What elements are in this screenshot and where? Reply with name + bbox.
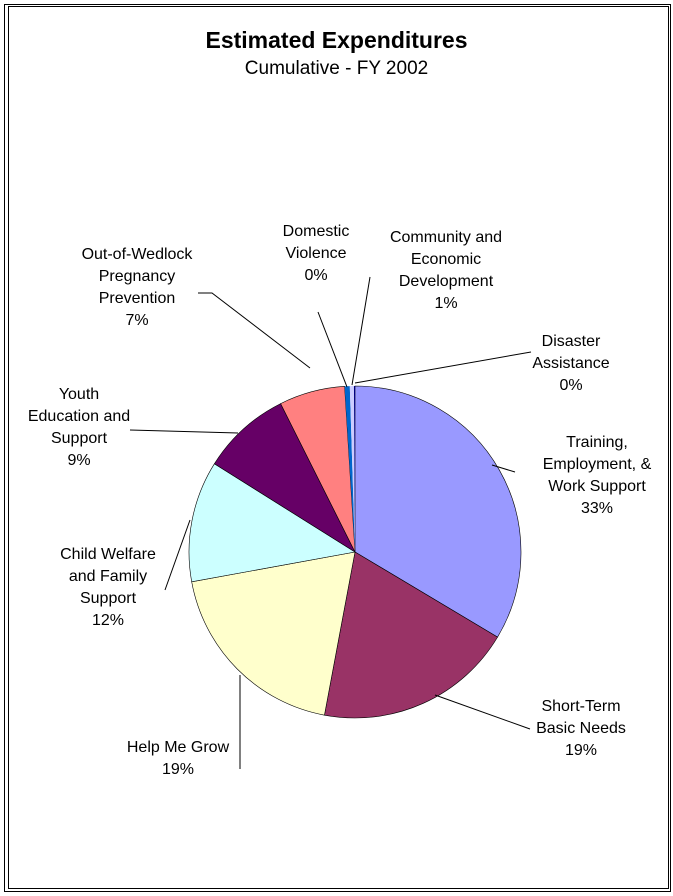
chart-inner-border [8, 6, 669, 889]
slice-category-label: Help Me Grow [127, 739, 230, 756]
slice-category-label: Development [399, 273, 494, 290]
slice-category-label: Short-Term [541, 698, 620, 715]
slice-category-label: Community and [390, 229, 502, 246]
slice-category-label: Domestic [283, 223, 350, 240]
pie-slice [191, 551, 356, 716]
slice-category-label: and Family [69, 568, 147, 585]
slice-category-label: Employment, & [543, 456, 652, 473]
slice-category-label: Support [80, 590, 137, 607]
slice-percent-label: 9% [67, 452, 90, 469]
slice-category-label: Education and [28, 408, 130, 425]
slice-category-label: Work Support [548, 478, 646, 495]
leader-line [164, 519, 191, 591]
pie-slice [353, 386, 355, 552]
chart-subtitle: Cumulative - FY 2002 [244, 58, 429, 79]
slice-category-label: Assistance [532, 355, 609, 372]
slice-category-label: Youth [59, 386, 99, 403]
leader-line [317, 311, 348, 388]
pie-slice [188, 463, 356, 583]
slice-category-label: Prevention [99, 290, 176, 307]
slice-percent-label: 7% [125, 312, 148, 329]
slice-percent-label: 1% [434, 295, 457, 312]
slice-percent-label: 33% [581, 500, 613, 517]
pie-slice [213, 403, 356, 553]
slice-percent-label: 12% [92, 612, 124, 629]
leader-line [491, 464, 516, 473]
slice-percent-label: 19% [162, 761, 194, 778]
slice-category-label: Economic [411, 251, 481, 268]
pie-slice [324, 551, 498, 719]
leader-line [434, 694, 531, 730]
slice-category-label: Basic Needs [536, 720, 626, 737]
slice-category-label: Support [51, 430, 108, 447]
slice-category-label: Child Welfare [60, 546, 156, 563]
chart-title: Estimated Expenditures [205, 27, 468, 53]
pie-slice [349, 386, 355, 552]
leader-line [351, 276, 371, 386]
slice-category-label: Training, [566, 434, 628, 451]
pie-slice [354, 385, 522, 638]
slice-percent-label: 0% [559, 377, 582, 394]
leader-line [129, 429, 239, 434]
chart-outer-border [4, 4, 671, 892]
slice-percent-label: 0% [304, 267, 327, 284]
slice-category-label: Out-of-Wedlock [82, 246, 194, 263]
pie-slice [280, 386, 356, 553]
slice-category-label: Pregnancy [99, 268, 176, 285]
slice-category-label: Disaster [542, 333, 601, 350]
slice-percent-label: 19% [565, 742, 597, 759]
leader-line [354, 351, 532, 384]
pie-slice [344, 386, 355, 552]
slice-category-label: Violence [285, 245, 346, 262]
leader-line [198, 292, 311, 369]
